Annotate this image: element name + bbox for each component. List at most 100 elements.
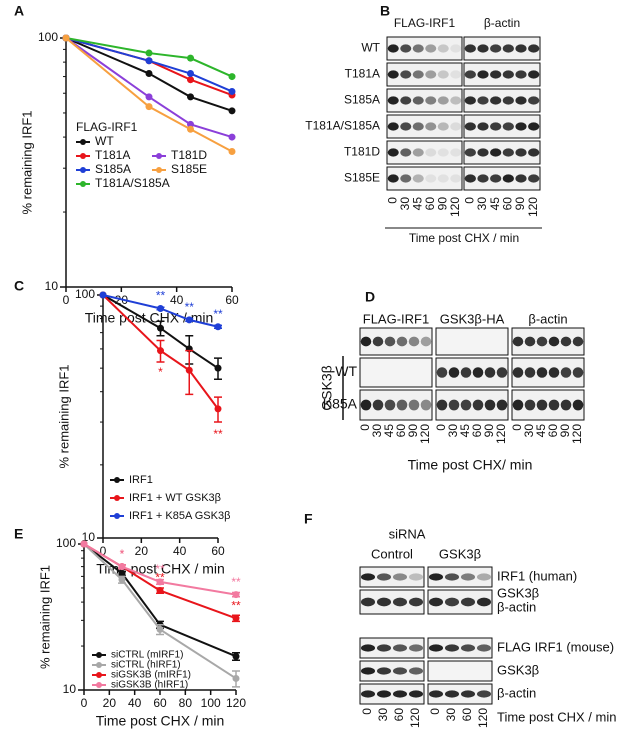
blot-band <box>450 44 462 53</box>
blot-band <box>512 399 524 411</box>
blot-band <box>464 96 476 105</box>
blot-band <box>437 122 449 131</box>
blot-band <box>425 70 437 79</box>
data-point <box>187 120 194 128</box>
blot-band <box>387 122 399 131</box>
blot-band <box>376 667 392 675</box>
blot-band <box>420 399 432 411</box>
data-point <box>232 652 240 660</box>
data-point <box>118 563 126 571</box>
blot-band <box>472 367 484 378</box>
blot-band <box>476 690 492 698</box>
blot-box <box>386 88 463 113</box>
blot-band <box>384 399 396 411</box>
lane-label: 0 <box>360 708 374 715</box>
data-point <box>214 323 222 331</box>
row-label: IRF1 (human) <box>497 568 577 583</box>
legend-label: siGSK3B (hIRF1) <box>111 680 188 691</box>
legend-label: T181D <box>171 148 207 162</box>
column-label: β-actin <box>484 16 520 30</box>
blot-box <box>386 140 463 165</box>
row-label: K85A <box>323 396 358 412</box>
data-point <box>156 587 164 595</box>
blot-band <box>490 174 502 183</box>
blot-band <box>425 44 437 53</box>
blot-box <box>386 166 463 191</box>
blot-band <box>437 174 449 183</box>
blot-band <box>360 573 376 581</box>
blot-band <box>450 174 462 183</box>
blot-band <box>372 336 384 347</box>
lane-label: 0 <box>428 708 442 715</box>
blot-box <box>435 389 509 421</box>
annotation: ** <box>185 300 195 314</box>
blot-band <box>460 399 472 411</box>
blot-band <box>437 70 449 79</box>
row-label: WT <box>335 363 357 379</box>
lane-label: 120 <box>418 424 432 444</box>
lane-label: 120 <box>570 424 584 444</box>
legend-dot <box>96 662 102 668</box>
lane-label: 120 <box>476 708 490 728</box>
series-line <box>83 543 237 658</box>
legend-label: siCTRL (hIRF1) <box>111 660 181 671</box>
blot-band <box>460 644 476 652</box>
data-point <box>214 405 222 413</box>
blot-band <box>412 44 424 53</box>
lane-label: 30 <box>475 197 489 211</box>
blot-box <box>427 683 493 705</box>
legend-label: T181A/S185A <box>95 176 170 190</box>
blot-band <box>450 122 462 131</box>
blot-band <box>502 96 514 105</box>
blot-box <box>386 36 463 61</box>
series-line <box>102 294 219 369</box>
column-label: Control <box>371 546 413 561</box>
blot-band <box>502 148 514 157</box>
lane-label: 90 <box>513 197 527 211</box>
legend-dot <box>80 167 86 173</box>
panel-label: D <box>365 289 375 305</box>
data-point <box>228 73 236 81</box>
blot-band <box>392 573 408 581</box>
annotation: ** <box>231 575 241 589</box>
blot-band <box>436 367 448 378</box>
column-label: GSK3β-HA <box>440 311 505 326</box>
blot-band <box>420 336 432 347</box>
data-point <box>157 304 164 312</box>
lane-label: 45 <box>488 197 502 211</box>
row-label: GSK3β <box>497 585 539 600</box>
legend-label: IRF1 + WT GSK3β <box>129 492 221 504</box>
blot-band <box>376 573 392 581</box>
blot-band <box>548 399 560 411</box>
blot-band <box>477 122 489 131</box>
blot-band <box>464 44 476 53</box>
series-line <box>65 37 233 93</box>
blot-box <box>463 62 541 87</box>
blot-band <box>444 644 460 652</box>
legend-dot <box>114 477 120 483</box>
blot-band <box>572 336 584 347</box>
x-tick-label: 0 <box>63 293 70 307</box>
legend-title: FLAG-IRF1 <box>76 120 138 134</box>
blot-band <box>496 399 508 411</box>
blot-band <box>408 336 420 347</box>
data-point <box>232 591 240 599</box>
blot-band <box>428 573 444 581</box>
blot-band <box>437 44 449 53</box>
blot-band <box>524 336 536 347</box>
series-line <box>83 543 237 680</box>
lane-label: 60 <box>501 197 515 211</box>
blot-band <box>464 148 476 157</box>
x-tick-label: 120 <box>226 696 246 710</box>
blot-box <box>463 140 541 165</box>
lane-label: 60 <box>470 424 484 438</box>
blot-box <box>511 357 585 388</box>
blot-band <box>437 148 449 157</box>
data-point <box>145 49 153 57</box>
legend-label: siGSK3B (mIRF1) <box>111 670 191 681</box>
legend-dot <box>114 495 120 501</box>
lane-label: 60 <box>392 708 406 722</box>
blot-band <box>428 597 444 607</box>
blot-band <box>412 148 424 157</box>
annotation: * <box>120 547 125 561</box>
